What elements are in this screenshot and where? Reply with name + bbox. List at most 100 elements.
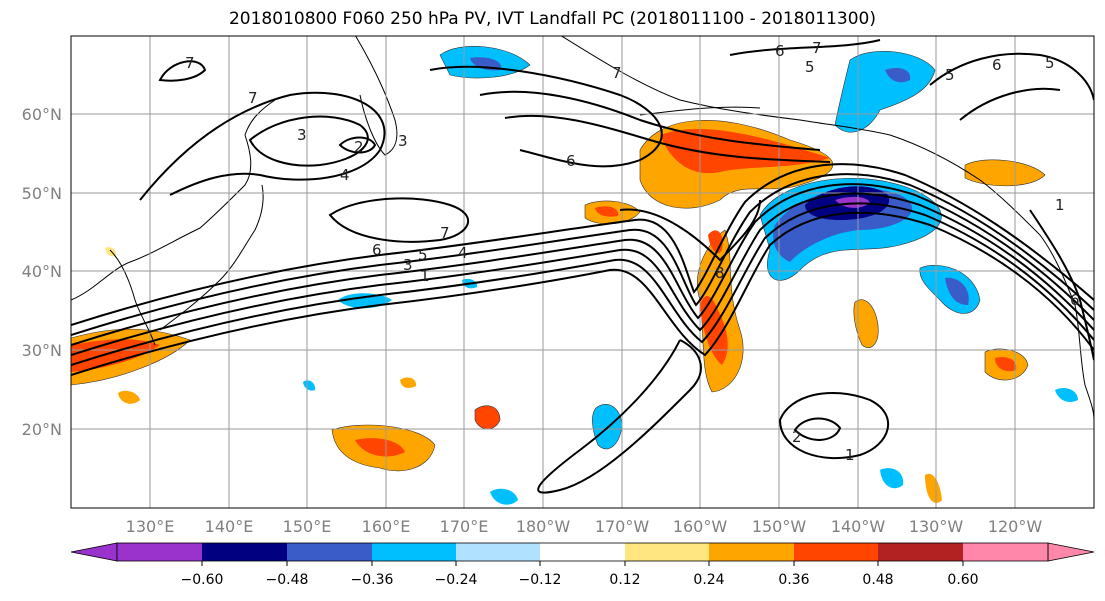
colorbar: −0.60 −0.48 −0.36 −0.24 −0.12 0.12 0.24 … — [70, 542, 1095, 588]
latitude-labels: 60°N 50°N 40°N 30°N 20°N — [22, 105, 62, 439]
contour-label: 6 — [566, 152, 576, 170]
pv-contour-jet-6 — [71, 163, 1094, 326]
pv-contour-jet-1 — [71, 192, 1094, 356]
contour-label: 6 — [992, 56, 1002, 74]
pv-contour-trough — [537, 339, 702, 494]
lon-label: 140°E — [205, 517, 254, 536]
colorbar-swatch — [117, 543, 202, 561]
pv-contour-north-2 — [248, 115, 369, 167]
lat-label: 20°N — [22, 420, 62, 439]
colorbar-tick-label: −0.24 — [435, 572, 478, 588]
contour-label: 7 — [248, 89, 258, 107]
contour-label: 6 — [372, 241, 382, 259]
map-title: 2018010800 F060 250 hPa PV, IVT Landfall… — [228, 9, 876, 29]
colorbar-tick-label: −0.36 — [351, 572, 394, 588]
pv-contour-south-loop-inner — [793, 417, 842, 441]
colorbar-swatch — [287, 543, 372, 561]
pv-contour-north-8 — [158, 60, 207, 82]
pv-contour-jet-4 — [71, 173, 1094, 336]
coastline-alaska — [560, 36, 1094, 421]
contour-label: 1 — [420, 267, 430, 285]
contour-label: 6 — [1070, 291, 1080, 309]
coastlines — [71, 36, 1094, 421]
pv-contours — [71, 39, 1094, 494]
colorbar-swatch — [878, 543, 963, 561]
coastline-kamchatka — [355, 36, 398, 156]
pv-contour-north-5 — [429, 65, 663, 168]
anomaly-alaska-negative-core — [885, 68, 911, 83]
anomaly-small-pos-3 — [925, 473, 942, 503]
colorbar-swatch — [794, 543, 878, 561]
lat-label: 60°N — [22, 105, 62, 124]
pv-contour-north-11 — [959, 87, 1061, 121]
contour-label: 2 — [354, 138, 364, 156]
lon-label: 170°E — [440, 517, 489, 536]
lat-label: 40°N — [22, 262, 62, 281]
colorbar-tick-label: −0.12 — [519, 572, 562, 588]
lat-label: 50°N — [22, 184, 62, 203]
colorbar-tick-label: 0.48 — [862, 572, 893, 588]
pv-contour-north-3 — [338, 136, 377, 154]
pv-contour-north-7 — [504, 114, 831, 163]
anomaly-160e-positive-core — [355, 438, 405, 457]
lon-label: 160°W — [673, 517, 728, 536]
anomaly-175w-positive — [474, 405, 501, 430]
pv-contour-jet-2 — [71, 202, 1094, 366]
longitude-labels: 130°E 140°E 150°E 160°E 170°E 180°W 170°… — [126, 517, 1043, 536]
contour-label: 5 — [945, 66, 955, 84]
lon-label: 150°W — [752, 517, 807, 536]
colorbar-tick-label: −0.48 — [266, 572, 309, 588]
contour-label: 7 — [440, 224, 450, 242]
anomaly-130w-positive-north — [964, 159, 1046, 187]
anomaly-small-neg-4 — [490, 488, 518, 505]
anomaly-alaska-negative — [834, 51, 936, 133]
colorbar-left-arrow — [70, 542, 118, 562]
pv-contour-south-loop — [778, 392, 890, 460]
contour-label: 3 — [403, 256, 413, 274]
contour-label: 5 — [805, 58, 815, 76]
lon-label: 180°W — [516, 517, 571, 536]
contour-label: 2 — [792, 428, 802, 446]
contour-label: 8 — [715, 264, 725, 282]
anomaly-small-pos-2 — [400, 377, 417, 388]
lat-label: 30°N — [22, 341, 62, 360]
colorbar-tick-label: 0.60 — [947, 572, 978, 588]
pv-contour-north-10 — [929, 52, 1094, 101]
colorbar-swatch — [709, 543, 794, 561]
map-frame — [70, 35, 1095, 509]
colorbar-swatch — [456, 543, 540, 561]
colorbar-tick-label: 0.36 — [778, 572, 809, 588]
pv-contour-north-9 — [729, 39, 881, 56]
colorbar-right-arrow — [1047, 542, 1095, 562]
anomaly-150w-positive-small — [853, 299, 879, 348]
contour-label: 3 — [398, 132, 408, 150]
anomaly-125w-positive-core — [995, 357, 1017, 372]
contour-label: 3 — [297, 126, 307, 144]
anomaly-goa-negative-core — [835, 196, 870, 208]
contour-labels: 7 7 6 5 3 2 3 4 6 7 6 5 4 3 1 7 6 5 7 5 … — [185, 39, 1080, 464]
pv-contour-jet-5 — [71, 211, 1094, 376]
pv-contour-north-4 — [328, 197, 470, 243]
anomaly-160w-positive-core — [700, 295, 728, 365]
colorbar-tick-label: 0.24 — [693, 572, 724, 588]
lon-label: 130°W — [909, 517, 964, 536]
anomaly-small-neg-6 — [1055, 388, 1078, 402]
pv-contour-south-arc — [619, 199, 761, 262]
lon-label: 150°E — [283, 517, 332, 536]
lon-label: 120°W — [988, 517, 1043, 536]
contour-label: 1 — [845, 446, 855, 464]
contour-label: 7 — [612, 64, 622, 82]
contour-label: 4 — [458, 244, 468, 262]
pv-contour-east-coast — [1029, 209, 1094, 361]
coastline-japan — [159, 184, 264, 331]
contour-label: 6 — [775, 42, 785, 60]
contour-label: 5 — [418, 246, 428, 264]
colorbar-swatch — [540, 543, 625, 561]
anomaly-ne-pacific-negative-core — [945, 277, 969, 305]
pv-contour-jet-3 — [71, 183, 1094, 346]
colorbar-swatch — [202, 543, 287, 561]
pv-contour-north-6 — [479, 90, 821, 151]
colorbar-frame — [116, 542, 1049, 562]
colorbar-swatch — [963, 543, 1048, 561]
